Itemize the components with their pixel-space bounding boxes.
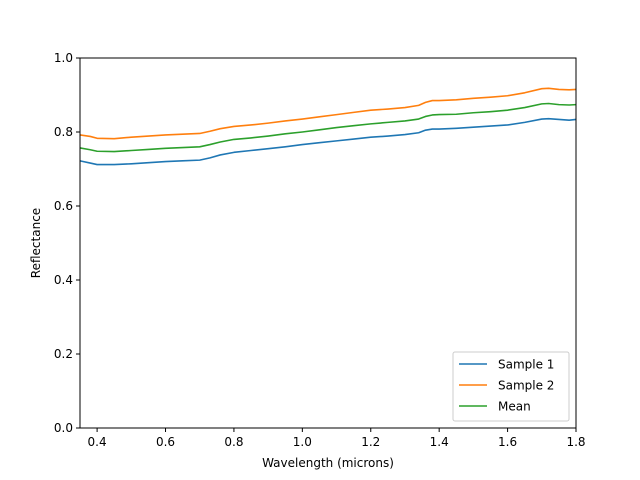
series-line-2 (80, 87, 576, 140)
x-tick-label: 1.2 (361, 435, 380, 449)
x-tick-label: 1.8 (566, 435, 585, 449)
y-tick-label: 0.2 (54, 347, 73, 361)
series-line-3 (80, 102, 576, 153)
y-tick-label: 0.8 (54, 125, 73, 139)
y-axis: 0.0 0.2 0.4 0.6 0.8 1.0 (54, 51, 80, 435)
x-tick-label: 1.6 (498, 435, 517, 449)
x-tick-label: 0.6 (156, 435, 175, 449)
x-tick-label: 1.0 (293, 435, 312, 449)
y-tick-label: 0.4 (54, 273, 73, 287)
y-tick-label: 1.0 (54, 51, 73, 65)
series-layer (80, 87, 576, 166)
legend-box (452, 351, 570, 422)
x-tick-label: 0.4 (88, 435, 107, 449)
legend-label: Sample 2 (498, 379, 554, 393)
axes-frame (79, 57, 577, 429)
y-tick-label: 0.6 (54, 199, 73, 213)
y-axis-label: Reflectance (29, 208, 43, 278)
y-tick-label: 0.0 (54, 421, 73, 435)
legend: Sample 1 Sample 2 Mean (452, 351, 570, 422)
series-line-1 (80, 117, 576, 166)
x-tick-label: 1.4 (430, 435, 449, 449)
x-axis: 0.4 0.6 0.8 1.0 1.2 1.4 1.6 1.8 (88, 428, 586, 449)
legend-label: Mean (498, 400, 531, 414)
legend-label: Sample 1 (498, 358, 554, 372)
x-axis-label: Wavelength (microns) (262, 456, 394, 470)
x-tick-label: 0.8 (224, 435, 243, 449)
